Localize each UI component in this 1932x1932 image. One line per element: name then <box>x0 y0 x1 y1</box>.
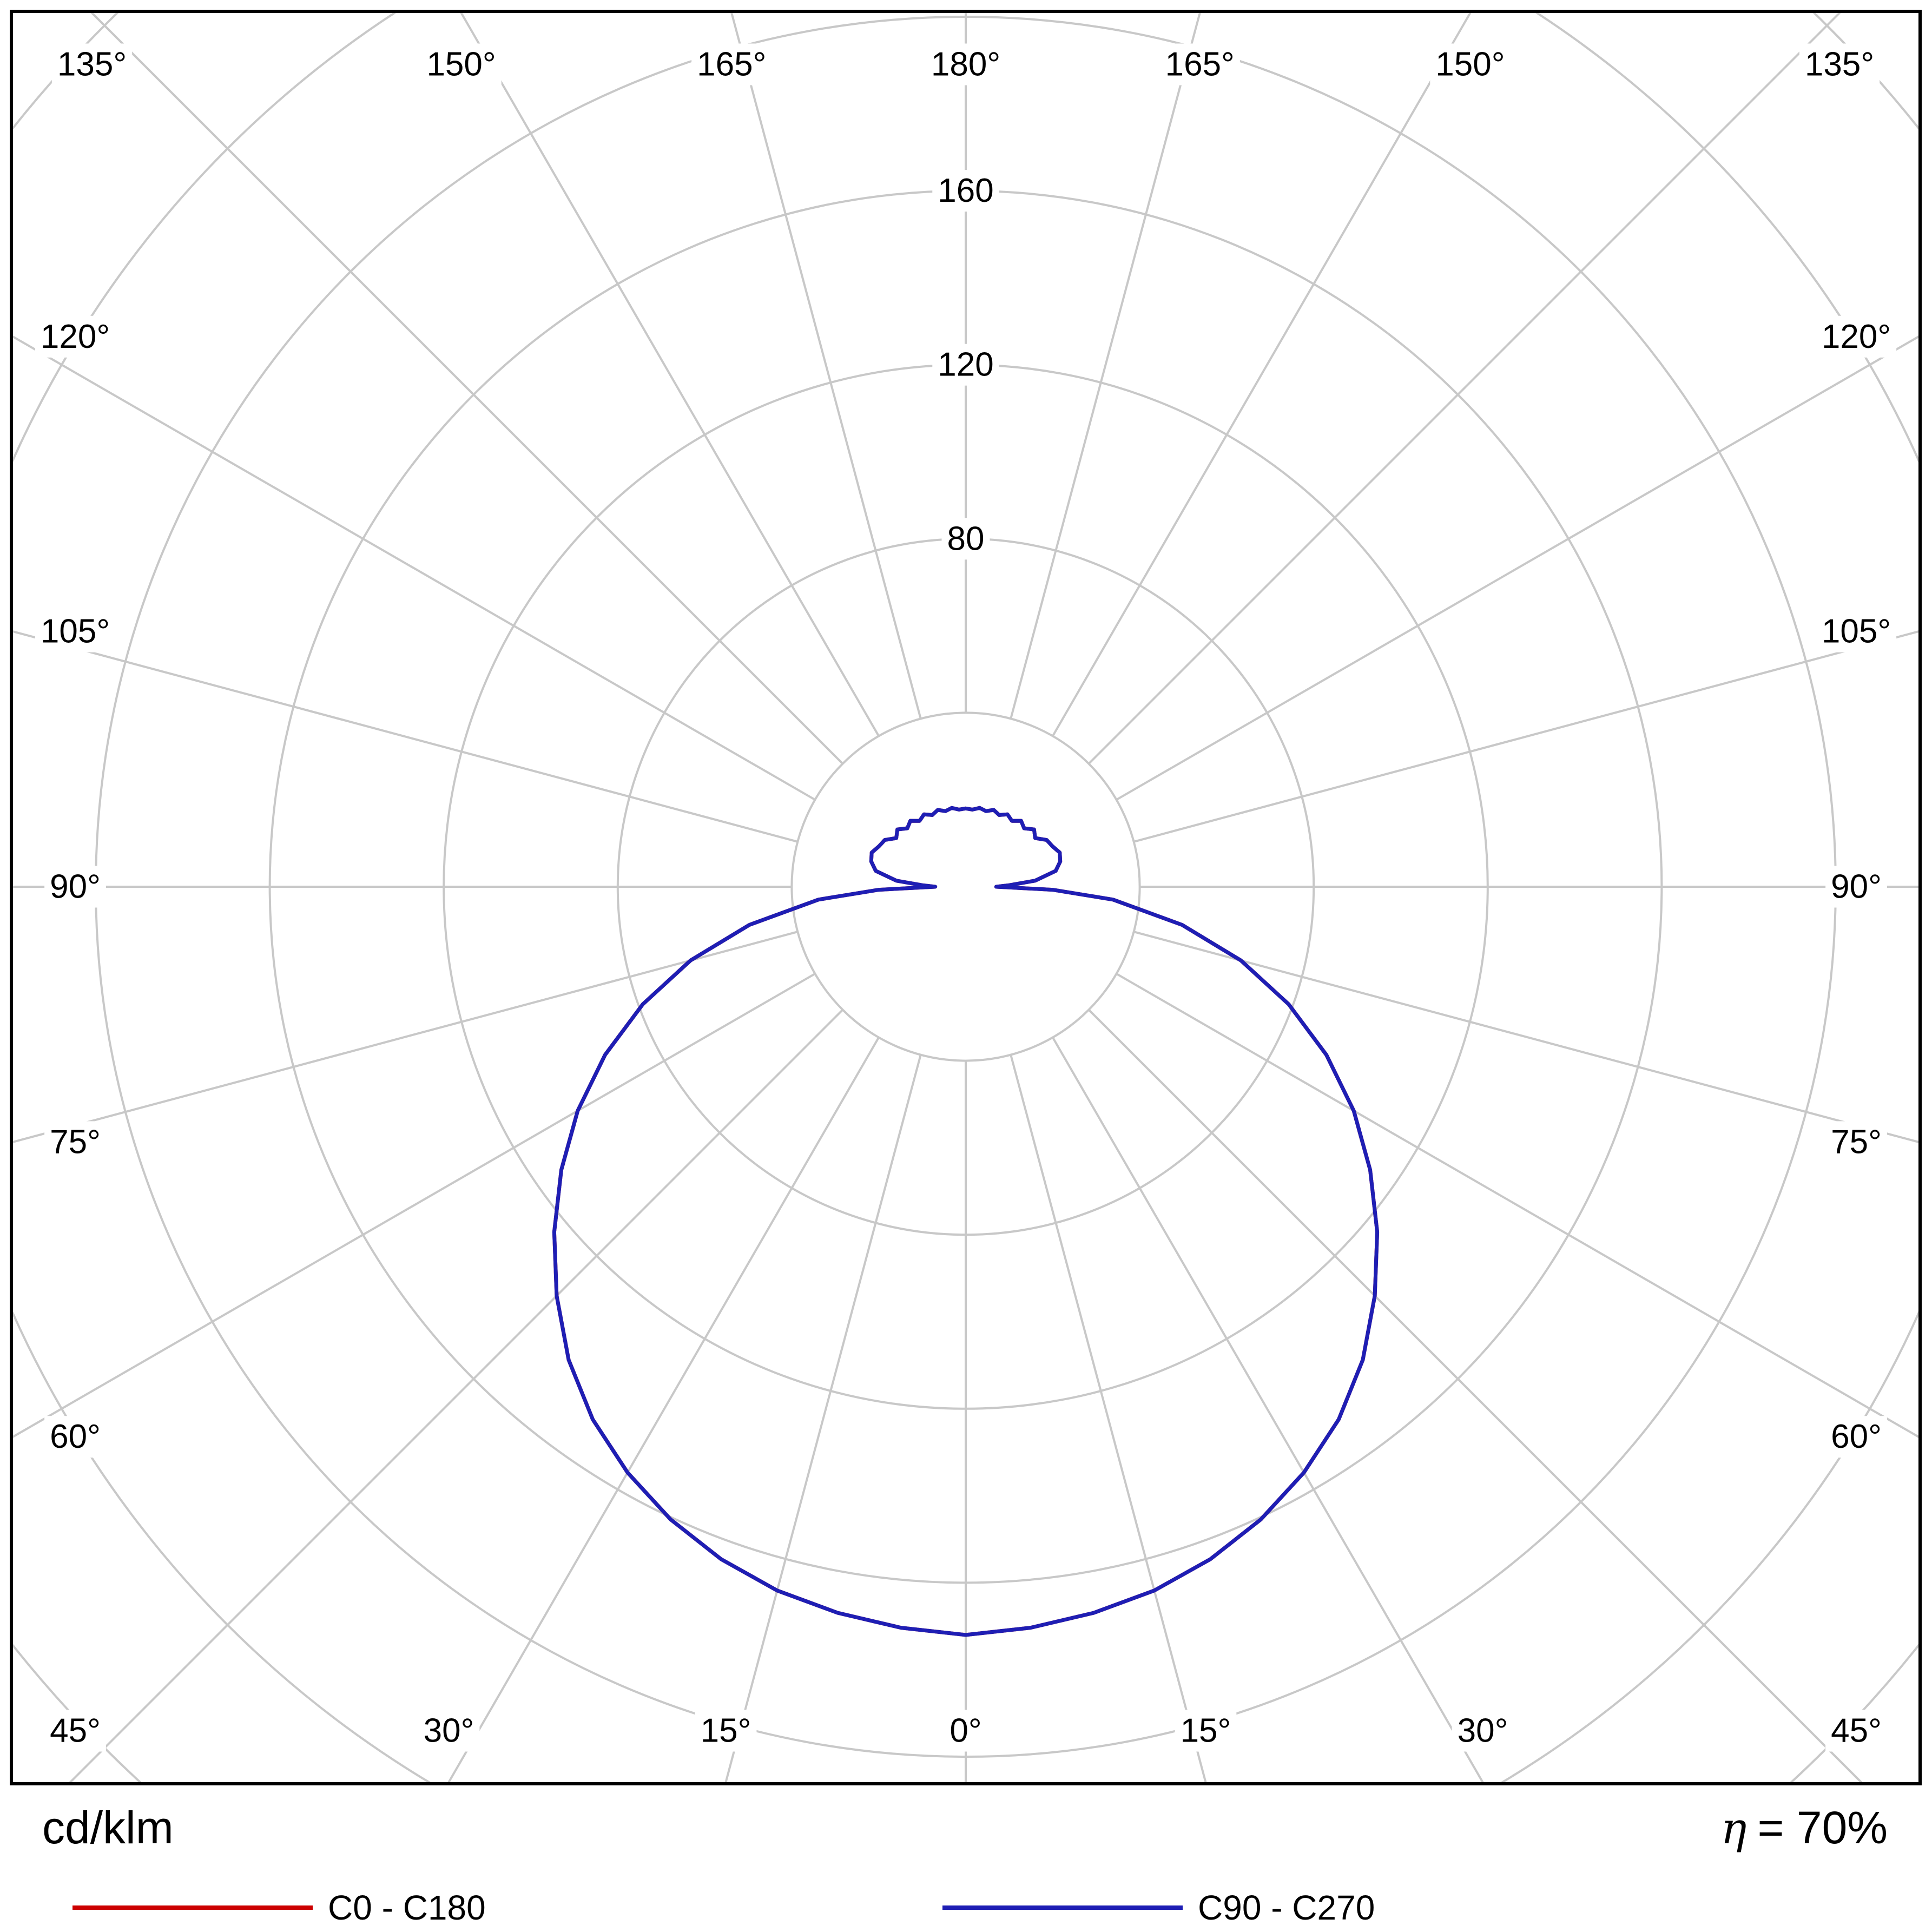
label-halo <box>941 518 990 560</box>
label-halo <box>1159 43 1240 85</box>
angle-label: 135° <box>1805 46 1874 83</box>
eta-symbol: η <box>1720 1803 1747 1854</box>
label-halo <box>932 170 999 212</box>
legend-label-c0-c180: C0 - C180 <box>328 1888 486 1927</box>
grid-spoke <box>1052 13 1472 737</box>
label-halo <box>1825 1416 1887 1458</box>
label-halo <box>1825 1710 1887 1752</box>
angle-label: 135° <box>57 46 127 83</box>
label-halo <box>44 866 106 908</box>
angle-label: 165° <box>1165 46 1235 83</box>
curve-c90-c270 <box>552 806 1380 1637</box>
label-halo <box>1175 1710 1237 1752</box>
angle-label: 150° <box>426 46 496 83</box>
label-halo <box>1452 1710 1514 1752</box>
chart-frame <box>10 10 1922 1785</box>
label-halo <box>418 1710 480 1752</box>
radial-label: 120 <box>938 346 993 384</box>
grid-spoke <box>1133 630 1918 843</box>
legend-label-c90-c270: C90 - C270 <box>1198 1888 1375 1927</box>
label-halo <box>1430 43 1511 85</box>
angle-label: 45° <box>50 1712 101 1750</box>
angle-label: 165° <box>697 46 766 83</box>
label-halo <box>44 1121 106 1163</box>
grid-spoke <box>13 630 798 843</box>
angle-label: 0° <box>949 1712 981 1750</box>
label-halo <box>35 315 116 358</box>
angle-label: 120° <box>41 318 110 355</box>
legend-swatch-c90-c270 <box>942 1905 1183 1910</box>
grid-spoke <box>447 1037 880 1782</box>
radial-units-label: cd/klm <box>42 1802 174 1853</box>
grid-spoke <box>13 931 798 1143</box>
label-halo <box>932 344 999 386</box>
label-halo <box>695 1710 757 1752</box>
grid-spoke <box>13 335 816 801</box>
label-halo <box>1816 315 1897 358</box>
angle-label: 60° <box>50 1418 101 1455</box>
eta-value: = 70% <box>1757 1802 1888 1853</box>
legend-item-c90-c270: C90 - C270 <box>942 1887 1375 1928</box>
angle-label: 60° <box>1831 1418 1882 1455</box>
angle-label: 15° <box>1181 1712 1231 1750</box>
label-halo <box>1825 866 1887 908</box>
label-halo <box>691 43 772 85</box>
grid-circle <box>790 711 1141 1062</box>
grid-spoke <box>1133 931 1918 1143</box>
grid-spoke <box>1087 13 1841 765</box>
label-halo <box>44 1710 106 1752</box>
grid-spoke <box>1116 335 1918 801</box>
grid-spoke <box>730 13 922 719</box>
angle-label: 30° <box>424 1712 474 1750</box>
angle-label: 90° <box>1831 868 1882 906</box>
grid-spoke <box>13 973 816 1439</box>
angle-label: 45° <box>1831 1712 1882 1750</box>
axis-labels: 0° 15° 15° 30° 30° 45° 45° 60° 60° 75° 75° 90° 90° 10… <box>35 43 1897 1752</box>
angle-label: 105° <box>41 613 110 650</box>
legend-item-c0-c180: C0 - C180 <box>72 1887 486 1928</box>
angle-label: 150° <box>1435 46 1505 83</box>
grid-spoke <box>1087 1008 1863 1782</box>
radial-label: 160 <box>938 172 993 209</box>
label-halo <box>1816 610 1897 652</box>
grid-spoke <box>1116 973 1918 1439</box>
label-halo <box>421 43 502 85</box>
angle-label: 105° <box>1822 613 1891 650</box>
label-halo <box>35 610 116 652</box>
label-halo <box>44 1416 106 1458</box>
grid-spoke <box>90 13 844 765</box>
label-halo <box>1799 43 1880 85</box>
angle-label: 15° <box>701 1712 751 1750</box>
grid-spoke <box>460 13 880 737</box>
legend-swatch-c0-c180 <box>72 1905 313 1910</box>
angle-label: 75° <box>1831 1123 1882 1160</box>
angle-label: 30° <box>1458 1712 1508 1750</box>
label-halo <box>1825 1121 1887 1163</box>
efficiency-label: η = 70% <box>1721 1802 1888 1854</box>
grid-spoke <box>1010 1054 1207 1782</box>
grid-spoke <box>1010 13 1201 719</box>
angle-label: 120° <box>1822 318 1891 355</box>
angle-label: 75° <box>50 1123 101 1160</box>
angle-label: 180° <box>931 46 1000 83</box>
angle-label: 90° <box>50 868 101 906</box>
label-halo <box>925 43 1006 85</box>
intensity-curves <box>552 806 1380 1637</box>
label-halo <box>51 43 133 85</box>
grid-spoke <box>69 1008 844 1782</box>
grid-spoke <box>724 1054 922 1782</box>
radial-label: 80 <box>947 520 985 557</box>
grid-spoke <box>1052 1037 1484 1782</box>
label-halo <box>944 1710 987 1752</box>
